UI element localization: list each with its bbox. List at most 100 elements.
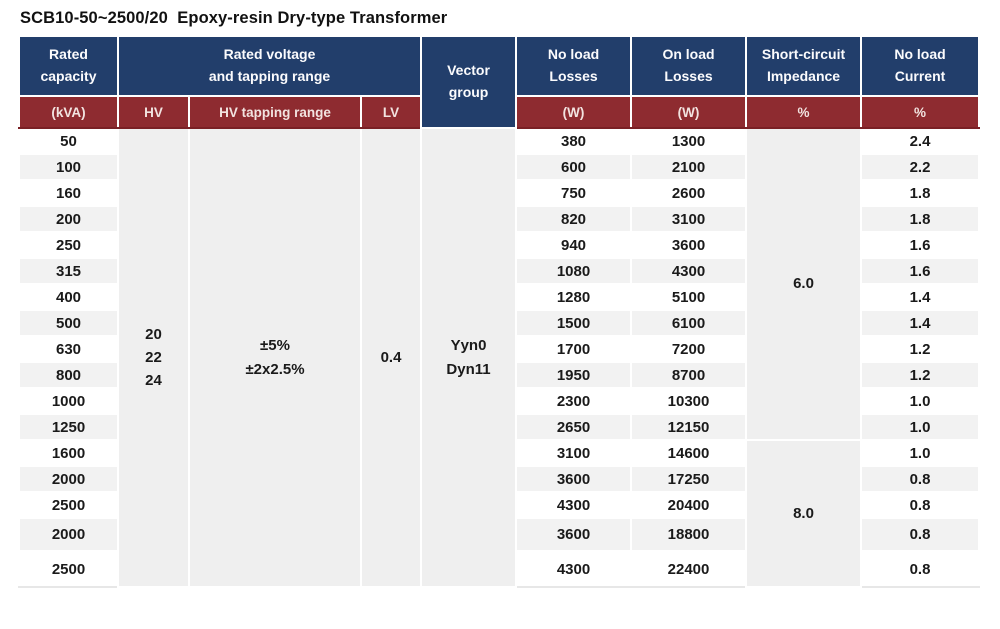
table-row: 315 1080 4300 1.6 <box>18 257 981 285</box>
cell-no-load-current: 1.6 <box>860 257 981 285</box>
cell-no-load-current: 0.8 <box>860 491 981 519</box>
cell-no-load-current: 2.4 <box>860 127 981 155</box>
cell-rated-capacity: 2000 <box>18 517 119 552</box>
cell-rated-capacity: 1600 <box>18 439 119 467</box>
col-header-on-load-losses: On load Losses <box>630 35 748 97</box>
col-header-short-circuit-impedance: Short-circuit Impedance <box>745 35 863 97</box>
cell-impedance-merged: 8.0 <box>745 439 863 588</box>
unit-label-no-load-losses: (W) <box>515 95 633 129</box>
cell-on-load-losses: 5100 <box>630 283 748 311</box>
cell-rated-capacity: 2500 <box>18 550 119 588</box>
col-header-no-load-losses: No load Losses <box>515 35 633 97</box>
cell-rated-capacity: 200 <box>18 205 119 233</box>
cell-on-load-losses: 10300 <box>630 387 748 415</box>
cell-rated-capacity: 250 <box>18 231 119 259</box>
cell-no-load-losses: 3100 <box>515 439 633 467</box>
table-row: 250 940 3600 1.6 <box>18 231 981 259</box>
unit-label-on-load-losses: (W) <box>630 95 748 129</box>
subheader-hv: HV <box>117 95 190 129</box>
cell-no-load-current: 1.8 <box>860 205 981 233</box>
cell-on-load-losses: 7200 <box>630 335 748 363</box>
cell-no-load-current: 1.2 <box>860 335 981 363</box>
cell-on-load-losses: 3100 <box>630 205 748 233</box>
header-row-main: Rated capacity Rated voltage and tapping… <box>18 35 981 129</box>
table-header: Rated capacity Rated voltage and tapping… <box>18 35 981 129</box>
cell-on-load-losses: 20400 <box>630 491 748 519</box>
table-row: 160 750 2600 1.8 <box>18 179 981 207</box>
cell-no-load-losses: 1280 <box>515 283 633 311</box>
cell-no-load-losses: 3600 <box>515 465 633 493</box>
unit-label-kva: (kVA) <box>18 95 119 129</box>
cell-rated-capacity: 160 <box>18 179 119 207</box>
cell-on-load-losses: 17250 <box>630 465 748 493</box>
col-header-rated-voltage: Rated voltage and tapping range <box>116 35 423 97</box>
table-row: 1600 3100 14600 8.0 1.0 <box>18 439 981 588</box>
cell-no-load-current: 2.2 <box>860 153 981 181</box>
cell-no-load-current: 1.0 <box>860 439 981 467</box>
cell-on-load-losses: 22400 <box>630 550 748 588</box>
cell-rated-capacity: 500 <box>18 309 119 337</box>
table-row: 2500 4300 22400 0.8 <box>18 550 981 588</box>
cell-hv-tapping-merged: ±5% ±2x2.5% <box>188 127 362 588</box>
cell-no-load-current: 1.4 <box>860 283 981 311</box>
table-row: 2000 3600 18800 0.8 <box>18 517 981 552</box>
cell-on-load-losses: 6100 <box>630 309 748 337</box>
cell-no-load-losses: 3600 <box>515 517 633 552</box>
table-row: 400 1280 5100 1.4 <box>18 283 981 311</box>
table-row: 200 820 3100 1.8 <box>18 205 981 233</box>
table-row: 2500 4300 20400 0.8 <box>18 491 981 519</box>
table-row: 500 1500 6100 1.4 <box>18 309 981 337</box>
cell-impedance-merged: 6.0 <box>745 127 863 441</box>
cell-no-load-losses: 820 <box>515 205 633 233</box>
col-header-no-load-current: No load Current <box>860 35 981 97</box>
cell-lv-merged: 0.4 <box>359 127 423 588</box>
cell-rated-capacity: 2500 <box>18 491 119 519</box>
unit-label-impedance: % <box>745 95 863 129</box>
cell-no-load-losses: 940 <box>515 231 633 259</box>
cell-no-load-losses: 380 <box>515 127 633 155</box>
cell-no-load-losses: 1950 <box>515 361 633 389</box>
cell-no-load-losses: 1700 <box>515 335 633 363</box>
cell-no-load-losses: 4300 <box>515 491 633 519</box>
cell-no-load-losses: 2300 <box>515 387 633 415</box>
cell-no-load-losses: 600 <box>515 153 633 181</box>
transformer-spec-table: Rated capacity Rated voltage and tapping… <box>18 35 981 588</box>
cell-on-load-losses: 1300 <box>630 127 748 155</box>
cell-rated-capacity: 1250 <box>18 413 119 441</box>
cell-no-load-losses: 1500 <box>515 309 633 337</box>
table-body: 50 20 22 24 ±5% ±2x2.5% 0.4 Yyn0 Dyn11 380 130… <box>18 127 981 588</box>
cell-rated-capacity: 315 <box>18 257 119 285</box>
cell-vector-group-merged: Yyn0 Dyn11 <box>420 127 518 588</box>
header-row-units: (kVA) HV HV tapping range LV (W) (W) % % <box>18 95 981 129</box>
cell-on-load-losses: 2600 <box>630 179 748 207</box>
cell-rated-capacity: 1000 <box>18 387 119 415</box>
table-row: 2000 3600 17250 0.8 <box>18 465 981 493</box>
table-row: 50 20 22 24 ±5% ±2x2.5% 0.4 Yyn0 Dyn11 380 130… <box>18 127 981 588</box>
cell-no-load-losses: 2650 <box>515 413 633 441</box>
unit-label-current: % <box>860 95 981 129</box>
cell-hv-merged: 20 22 24 <box>117 127 190 588</box>
cell-rated-capacity: 2000 <box>18 465 119 493</box>
cell-no-load-losses: 4300 <box>515 550 633 588</box>
cell-no-load-current: 0.8 <box>860 517 981 552</box>
cell-on-load-losses: 2100 <box>630 153 748 181</box>
cell-no-load-current: 0.8 <box>860 465 981 493</box>
cell-on-load-losses: 14600 <box>630 439 748 467</box>
cell-on-load-losses: 4300 <box>630 257 748 285</box>
subheader-hv-tapping-range: HV tapping range <box>188 95 362 129</box>
cell-no-load-current: 1.0 <box>860 387 981 415</box>
cell-on-load-losses: 3600 <box>630 231 748 259</box>
col-header-rated-capacity: Rated capacity <box>18 35 119 97</box>
cell-no-load-current: 0.8 <box>860 550 981 588</box>
cell-on-load-losses: 12150 <box>630 413 748 441</box>
cell-rated-capacity: 630 <box>18 335 119 363</box>
cell-no-load-current: 1.2 <box>860 361 981 389</box>
subheader-lv: LV <box>359 95 423 129</box>
cell-no-load-losses: 750 <box>515 179 633 207</box>
col-header-vector-group: Vector group <box>420 35 518 129</box>
cell-rated-capacity: 100 <box>18 153 119 181</box>
page-title: SCB10-50~2500/20 Epoxy-resin Dry-type Tr… <box>20 9 448 27</box>
cell-no-load-current: 1.4 <box>860 309 981 337</box>
cell-rated-capacity: 50 <box>18 127 119 155</box>
